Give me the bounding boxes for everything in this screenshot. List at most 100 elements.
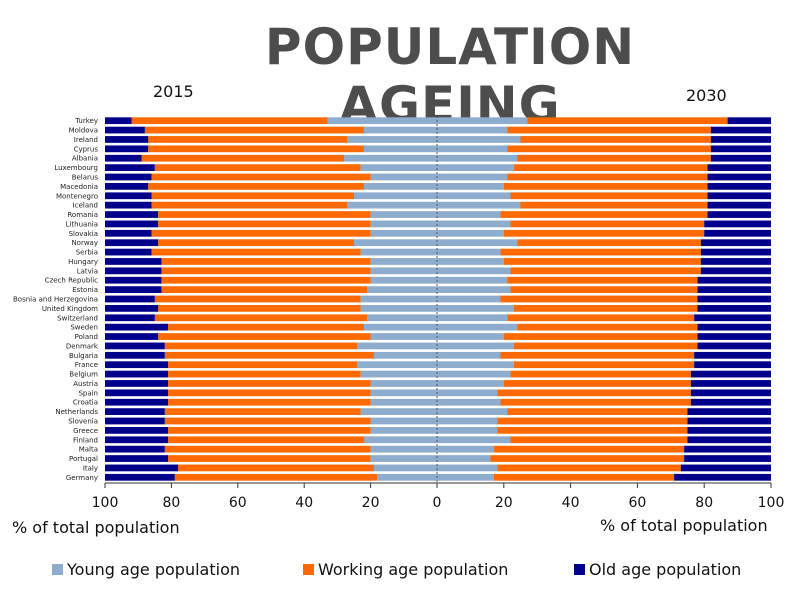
- bar-2030-working: [497, 389, 691, 397]
- bar-2030-old: [697, 323, 771, 331]
- bar-2030-working: [510, 267, 701, 275]
- bar-2030-working: [517, 154, 711, 162]
- x-tick-label-2015: 80: [162, 495, 180, 511]
- country-label: Iceland: [73, 202, 98, 210]
- bar-2030-young: [437, 380, 504, 387]
- bar-2030-old: [690, 370, 771, 378]
- country-label: Bulgaria: [69, 352, 98, 360]
- x-tick-label-2030: 60: [628, 495, 646, 511]
- bar-2030-old: [687, 427, 771, 434]
- bar-2015-old: [105, 380, 169, 387]
- bar-2030-working: [513, 361, 695, 369]
- bar-2030-young: [437, 305, 514, 312]
- bar-2030-working: [493, 473, 675, 481]
- bar-2015-working: [164, 445, 371, 453]
- legend-swatch-working: [303, 564, 314, 575]
- bar-2030-working: [510, 220, 705, 228]
- bar-2015-working: [164, 408, 361, 415]
- legend-label-old: Old age population: [589, 560, 742, 579]
- bar-2030-young: [437, 192, 511, 200]
- bar-2015-old: [105, 211, 159, 218]
- legend-item-working: Working age population: [303, 560, 508, 579]
- bar-2030-young: [437, 295, 501, 303]
- bar-2030-working: [513, 164, 708, 171]
- country-label: Latvia: [77, 267, 98, 275]
- bar-2030-young: [437, 276, 508, 284]
- bar-2030-working: [517, 323, 698, 331]
- bar-2015-young: [363, 145, 437, 153]
- bar-2030-old: [697, 305, 771, 312]
- chart-title: POPULATION AGEING: [264, 18, 636, 134]
- country-label: Portugal: [69, 455, 98, 463]
- bar-2015-working: [158, 211, 371, 218]
- bar-2030-old: [687, 408, 771, 415]
- country-label: Denmark: [66, 342, 99, 350]
- bar-2030-old: [707, 183, 771, 190]
- bar-2030-old: [700, 239, 771, 247]
- bar-2030-old: [700, 258, 771, 265]
- bar-2015-young: [377, 473, 437, 481]
- legend-label-young: Young age population: [67, 560, 240, 579]
- bar-2015-working: [168, 361, 358, 369]
- bar-2030-old: [700, 248, 771, 256]
- bar-2030-young: [437, 229, 504, 237]
- bar-2015-working: [154, 295, 361, 303]
- country-label: Switzerland: [57, 314, 98, 322]
- bar-2015-young: [373, 464, 437, 472]
- country-label: Sweden: [70, 324, 98, 332]
- country-label: Luxembourg: [54, 164, 98, 172]
- bar-2015-old: [105, 389, 169, 397]
- bar-2030-young: [437, 183, 504, 190]
- bar-2015-young: [370, 229, 437, 237]
- bar-2030-working: [507, 314, 695, 322]
- bar-2030-old: [690, 398, 771, 406]
- bar-2030-working: [517, 239, 701, 247]
- bar-2030-young: [437, 370, 511, 378]
- bar-2030-old: [694, 351, 771, 359]
- x-tick-label-2015: 40: [295, 495, 313, 511]
- bar-2015-working: [154, 314, 368, 322]
- bar-2030-old: [704, 229, 771, 237]
- bar-2015-working: [164, 417, 371, 425]
- country-label: Serbia: [76, 249, 98, 257]
- bar-2030-working: [500, 351, 695, 359]
- bar-2030-working: [527, 117, 728, 125]
- bar-2015-old: [105, 427, 169, 434]
- country-label: Albania: [72, 155, 98, 163]
- bar-2015-working: [174, 473, 378, 481]
- country-label: Netherlands: [55, 408, 98, 416]
- bar-2015-old: [105, 136, 149, 143]
- bar-2030-old: [697, 295, 771, 303]
- bar-2015-working: [158, 305, 361, 312]
- bar-2030-young: [437, 173, 508, 181]
- bar-2030-old: [684, 445, 771, 453]
- bar-2030-young: [437, 408, 508, 415]
- bar-2015-working: [158, 220, 371, 228]
- bar-2030-old: [710, 154, 771, 162]
- bar-2030-young: [437, 164, 514, 171]
- legend-swatch-young: [52, 564, 63, 575]
- bar-2030-working: [503, 333, 698, 340]
- bar-2030-old: [727, 117, 771, 125]
- bar-2015-young: [360, 295, 437, 303]
- bar-2030-young: [437, 417, 498, 425]
- bar-2030-old: [707, 164, 771, 171]
- bar-2015-old: [105, 408, 165, 415]
- bar-2030-old: [704, 220, 771, 228]
- bar-2015-old: [105, 276, 162, 284]
- bar-2015-working: [144, 126, 364, 134]
- country-label: Finland: [73, 436, 98, 444]
- bar-2015-working: [168, 389, 371, 397]
- country-label: Slovenia: [68, 418, 98, 426]
- bar-2030-young: [437, 220, 511, 228]
- country-label: Belgium: [69, 371, 98, 379]
- bar-2030-young: [437, 333, 504, 340]
- bar-2015-old: [105, 145, 149, 153]
- bar-2030-old: [697, 276, 771, 284]
- bar-2030-old: [694, 361, 771, 369]
- country-label: Greece: [73, 427, 98, 435]
- bar-2030-young: [437, 248, 501, 256]
- bar-2030-young: [437, 126, 508, 134]
- country-label: Macedonia: [60, 183, 98, 191]
- bar-2030-working: [503, 183, 708, 190]
